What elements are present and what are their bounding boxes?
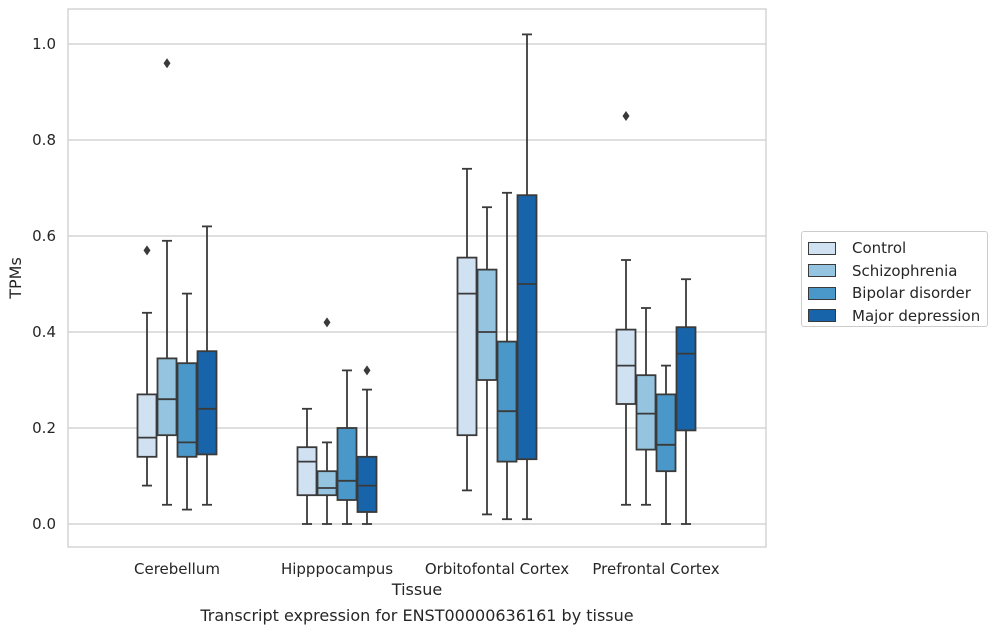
legend-item-schizophrenia: Schizophrenia [808, 260, 987, 283]
legend-swatch-major-depression [808, 309, 836, 323]
box-2-3 [516, 33, 538, 521]
x-tick-label: Orbitofontal Cortex [425, 560, 569, 578]
y-tick-label: 0.4 [32, 323, 56, 341]
outlier-point [622, 111, 630, 121]
y-tick-label: 0.0 [32, 515, 56, 533]
box-0-1 [156, 58, 178, 506]
chart-caption: Transcript expression for ENST0000063616… [200, 606, 634, 625]
box-body [516, 194, 538, 461]
box-0-2 [176, 292, 198, 511]
box-body [675, 326, 697, 432]
box-body [176, 362, 198, 458]
legend-label-bipolar-disorder: Bipolar disorder [852, 284, 971, 303]
box-body [156, 357, 178, 437]
box-1-3 [356, 365, 378, 525]
box-body [336, 427, 358, 501]
legend-swatch-schizophrenia [808, 264, 836, 278]
x-axis-label: Tissue [391, 580, 442, 599]
legend-label-control: Control [852, 239, 907, 258]
box-3-0 [615, 111, 637, 506]
box-body [496, 340, 518, 463]
y-tick-label: 1.0 [32, 35, 56, 53]
legend-item-major-depression: Major depression [808, 305, 987, 328]
box-body [316, 470, 338, 497]
outlier-point [323, 317, 331, 328]
box-3-2 [655, 364, 677, 525]
legend-item-control: Control [808, 237, 987, 260]
box-2-1 [476, 206, 498, 516]
box-1-2 [336, 369, 358, 525]
legend-item-bipolar-disorder: Bipolar disorder [808, 282, 987, 305]
legend: Control Schizophrenia Bipolar disorder M… [801, 231, 988, 327]
outlier-point [143, 245, 151, 256]
box-body [456, 256, 478, 437]
box-layer [136, 33, 697, 525]
box-body [615, 328, 637, 405]
plot-frame [67, 8, 767, 548]
outlier-point [163, 58, 171, 69]
box-3-1 [635, 307, 657, 506]
box-0-3 [196, 225, 218, 506]
outlier-point [363, 365, 371, 376]
box-body [356, 455, 378, 513]
y-tick-label: 0.8 [32, 131, 56, 149]
legend-swatch-bipolar-disorder [808, 286, 836, 300]
y-tick-label: 0.2 [32, 419, 56, 437]
box-body [655, 393, 677, 473]
box-1-0 [296, 407, 318, 525]
box-body [296, 446, 318, 497]
y-axis-label: TPMs [6, 257, 25, 300]
box-body [136, 393, 158, 458]
x-tick-label: Cerebellum [134, 560, 220, 578]
box-2-0 [456, 167, 478, 492]
box-body [476, 268, 498, 381]
x-tick-label: Prefrontal Cortex [592, 560, 719, 578]
box-body [196, 350, 218, 456]
box-body [635, 374, 657, 451]
legend-label-schizophrenia: Schizophrenia [852, 261, 958, 280]
box-2-2 [496, 191, 518, 521]
y-tick-label: 0.6 [32, 227, 56, 245]
box-0-0 [136, 245, 158, 487]
box-3-3 [675, 278, 697, 525]
legend-label-major-depression: Major depression [852, 306, 981, 325]
y-tick-labels: 0.0 0.2 0.4 0.6 0.8 1.0 [32, 35, 56, 533]
x-tick-labels: Cerebellum Hipppocampus Orbitofontal Corte… [134, 560, 720, 578]
legend-swatch-control [808, 241, 836, 255]
x-tick-label: Hipppocampus [281, 560, 393, 578]
box-1-1 [316, 317, 338, 525]
